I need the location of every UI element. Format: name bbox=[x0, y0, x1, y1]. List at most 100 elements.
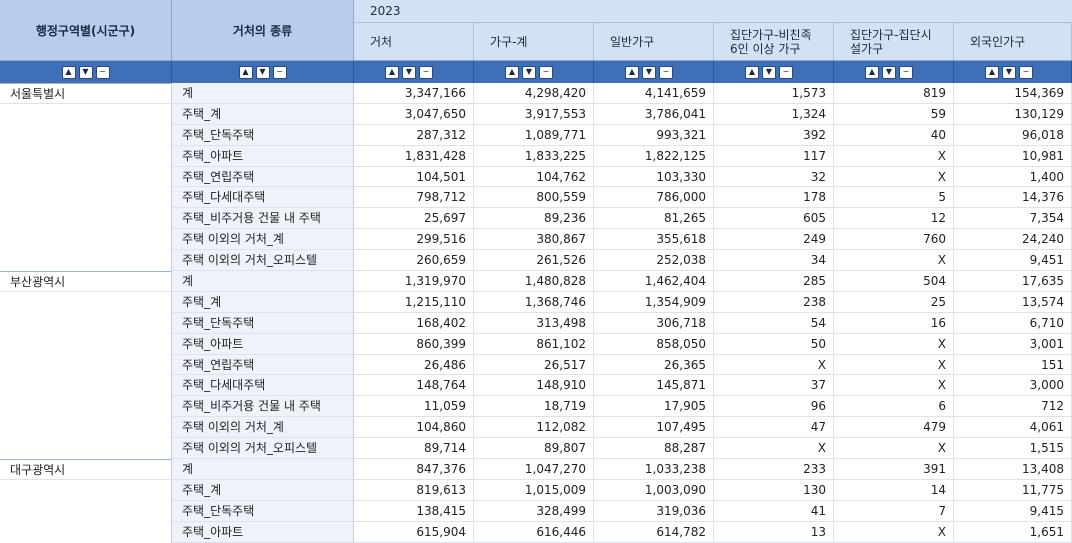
value-cell: X bbox=[834, 354, 954, 376]
sort-up-button[interactable]: ▲ bbox=[625, 65, 639, 79]
table-row: 주택_비주거용 건물 내 주택 11,059 18,719 17,905 96 6 712 bbox=[0, 396, 1072, 418]
value-cell: 104,501 bbox=[354, 166, 474, 188]
remove-column-button[interactable]: − bbox=[659, 65, 673, 79]
value-cell: 1,047,270 bbox=[474, 459, 594, 480]
value-cell: 26,486 bbox=[354, 354, 474, 376]
value-cell: 1,651 bbox=[954, 521, 1072, 543]
table-row: 주택_계 1,215,110 1,368,746 1,354,909 238 25 13,5… bbox=[0, 291, 1072, 313]
value-cell: 1,400 bbox=[954, 166, 1072, 188]
value-cell: X bbox=[834, 250, 954, 272]
sort-down-button[interactable]: ▼ bbox=[1002, 65, 1016, 79]
value-cell: 11,059 bbox=[354, 396, 474, 418]
value-cell: 13 bbox=[714, 521, 834, 543]
region-cell bbox=[0, 124, 172, 146]
header-dwelling-type[interactable]: 거처의 종류 bbox=[172, 0, 354, 61]
table-row: 주택_아파트 615,904 616,446 614,782 13 X 1,651 bbox=[0, 521, 1072, 543]
value-cell: 178 bbox=[714, 187, 834, 209]
remove-column-button[interactable]: − bbox=[779, 65, 793, 79]
value-cell: 249 bbox=[714, 229, 834, 251]
value-cell: 615,904 bbox=[354, 521, 474, 543]
value-cell: 858,050 bbox=[594, 333, 714, 355]
remove-column-button[interactable]: − bbox=[899, 65, 913, 79]
header-region[interactable]: 행정구역별(시군구) bbox=[0, 0, 172, 61]
sort-up-button[interactable]: ▲ bbox=[865, 65, 879, 79]
column-controls: ▲ ▼ − bbox=[714, 61, 834, 83]
value-cell: 860,399 bbox=[354, 333, 474, 355]
value-cell: X bbox=[834, 438, 954, 460]
dwelling-type-cell: 주택_비주거용 건물 내 주택 bbox=[172, 208, 354, 230]
table-body: 서울특별시 계 3,347,166 4,298,420 4,141,659 1,573 81… bbox=[0, 83, 1072, 543]
value-cell: 148,910 bbox=[474, 375, 594, 397]
value-cell: 89,236 bbox=[474, 208, 594, 230]
header-col-collective-nonrelative[interactable]: 집단가구-비친족 6인 이상 가구 bbox=[714, 23, 834, 61]
value-cell: 54 bbox=[714, 312, 834, 334]
value-cell: 89,714 bbox=[354, 438, 474, 460]
value-cell: 1,324 bbox=[714, 103, 834, 125]
header-col-dwelling[interactable]: 거처 bbox=[354, 23, 474, 61]
remove-column-button[interactable]: − bbox=[272, 65, 287, 79]
sort-down-button[interactable]: ▼ bbox=[522, 65, 536, 79]
value-cell: 104,762 bbox=[474, 166, 594, 188]
value-cell: 4,298,420 bbox=[474, 83, 594, 104]
value-cell: X bbox=[834, 166, 954, 188]
sort-down-button[interactable]: ▼ bbox=[882, 65, 896, 79]
value-cell: 14,376 bbox=[954, 187, 1072, 209]
value-cell: 7,354 bbox=[954, 208, 1072, 230]
dwelling-type-cell: 주택_연립주택 bbox=[172, 166, 354, 188]
dwelling-type-cell: 주택_비주거용 건물 내 주택 bbox=[172, 396, 354, 418]
sort-up-button[interactable]: ▲ bbox=[238, 65, 253, 79]
value-cell: 1,089,771 bbox=[474, 124, 594, 146]
sort-down-button[interactable]: ▼ bbox=[402, 65, 416, 79]
dwelling-type-cell: 주택_계 bbox=[172, 103, 354, 125]
region-cell bbox=[0, 438, 172, 460]
value-cell: 130,129 bbox=[954, 103, 1072, 125]
sort-up-button[interactable]: ▲ bbox=[745, 65, 759, 79]
value-cell: 605 bbox=[714, 208, 834, 230]
sort-down-button[interactable]: ▼ bbox=[255, 65, 270, 79]
region-cell bbox=[0, 166, 172, 188]
value-cell: X bbox=[714, 354, 834, 376]
value-cell: 391 bbox=[834, 459, 954, 480]
value-cell: 151 bbox=[954, 354, 1072, 376]
region-cell bbox=[0, 250, 172, 272]
header-col-collective-institution[interactable]: 집단가구-집단시 설가구 bbox=[834, 23, 954, 61]
sort-down-button[interactable]: ▼ bbox=[78, 65, 93, 79]
value-cell: 847,376 bbox=[354, 459, 474, 480]
value-cell: 504 bbox=[834, 271, 954, 292]
region-cell bbox=[0, 333, 172, 355]
dwelling-type-cell: 주택 이외의 거처_계 bbox=[172, 229, 354, 251]
dwelling-type-cell: 계 bbox=[172, 83, 354, 104]
value-cell: 1,573 bbox=[714, 83, 834, 104]
region-cell bbox=[0, 291, 172, 313]
region-cell bbox=[0, 312, 172, 334]
value-cell: 154,369 bbox=[954, 83, 1072, 104]
dwelling-type-cell: 주택_계 bbox=[172, 479, 354, 501]
region-cell bbox=[0, 187, 172, 209]
table-row: 주택 이외의 거처_계 299,516 380,867 355,618 249 760 24… bbox=[0, 229, 1072, 251]
sort-down-button[interactable]: ▼ bbox=[642, 65, 656, 79]
value-cell: 96 bbox=[714, 396, 834, 418]
remove-column-button[interactable]: − bbox=[95, 65, 110, 79]
sort-up-button[interactable]: ▲ bbox=[985, 65, 999, 79]
sort-up-button[interactable]: ▲ bbox=[61, 65, 76, 79]
sort-up-button[interactable]: ▲ bbox=[385, 65, 399, 79]
dwelling-type-cell: 주택_다세대주택 bbox=[172, 187, 354, 209]
table-row: 대구광역시 계 847,376 1,047,270 1,033,238 233 391 13,… bbox=[0, 459, 1072, 480]
value-cell: 285 bbox=[714, 271, 834, 292]
header-col-general-households[interactable]: 일반가구 bbox=[594, 23, 714, 61]
value-cell: 260,659 bbox=[354, 250, 474, 272]
table-row: 주택_비주거용 건물 내 주택 25,697 89,236 81,265 605 12 7,… bbox=[0, 208, 1072, 230]
table-row: 주택_단독주택 287,312 1,089,771 993,321 392 40 96,01… bbox=[0, 124, 1072, 146]
value-cell: 81,265 bbox=[594, 208, 714, 230]
value-cell: 17,905 bbox=[594, 396, 714, 418]
sort-down-button[interactable]: ▼ bbox=[762, 65, 776, 79]
header-col-households-total[interactable]: 가구-계 bbox=[474, 23, 594, 61]
header-col-foreign-households[interactable]: 외국인가구 bbox=[954, 23, 1072, 61]
remove-column-button[interactable]: − bbox=[419, 65, 433, 79]
region-cell: 서울특별시 bbox=[0, 83, 172, 104]
value-cell: 5 bbox=[834, 187, 954, 209]
sort-up-button[interactable]: ▲ bbox=[505, 65, 519, 79]
remove-column-button[interactable]: − bbox=[1019, 65, 1033, 79]
value-cell: 145,871 bbox=[594, 375, 714, 397]
remove-column-button[interactable]: − bbox=[539, 65, 553, 79]
